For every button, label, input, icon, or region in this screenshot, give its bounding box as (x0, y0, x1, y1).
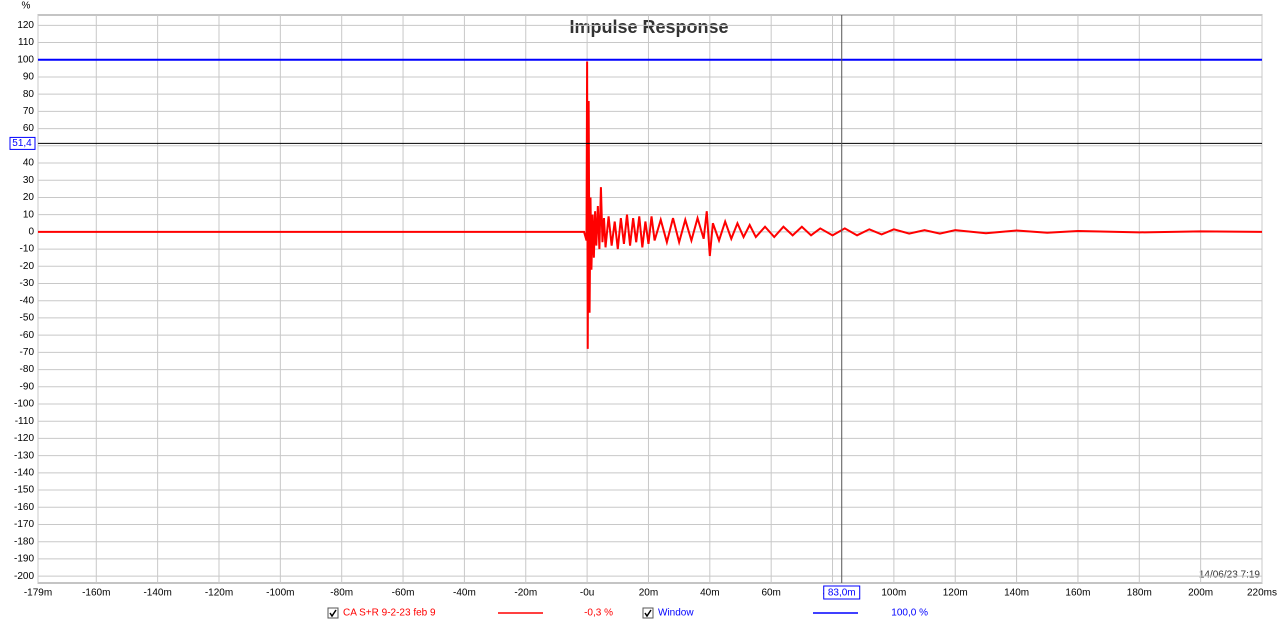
x-tick-label: -20m (514, 588, 537, 599)
x-tick-label: -160m (82, 588, 110, 599)
y-tick-label: 30 (23, 175, 35, 186)
cursor-y-box (9, 136, 36, 150)
plot-area (37, 14, 1263, 584)
timestamp: 14/06/23 7:19 (1199, 570, 1261, 581)
x-tick-label: 220ms (1247, 588, 1277, 599)
y-tick-label: -170 (14, 519, 34, 530)
y-tick-label: -30 (20, 278, 35, 289)
x-tick-label: 60m (761, 588, 780, 599)
y-tick-label: 60 (23, 123, 35, 134)
x-tick-label: -140m (143, 588, 171, 599)
x-tick-label: -179m (24, 588, 52, 599)
legend-readout: 100,0 % (891, 608, 928, 619)
y-tick-label: -180 (14, 536, 34, 547)
legend-checkbox[interactable] (327, 607, 339, 619)
series-line (38, 61, 1263, 349)
legend-label: CA S+R 9-2-23 feb 9 (343, 608, 436, 619)
x-tick-label: -0u (580, 588, 594, 599)
legend-checkbox[interactable] (642, 607, 654, 619)
y-tick-label: -150 (14, 485, 34, 496)
y-tick-label: 10 (23, 209, 35, 220)
y-tick-label: -160 (14, 502, 34, 513)
x-tick-label: 200m (1188, 588, 1213, 599)
x-tick-label: -120m (205, 588, 233, 599)
legend-check[interactable] (644, 609, 652, 618)
y-tick-label: 20 (23, 192, 35, 203)
legend-check[interactable] (329, 609, 337, 618)
x-tick-label: -60m (392, 588, 415, 599)
x-tick-label: -80m (330, 588, 353, 599)
y-tick-label: 0 (28, 227, 34, 238)
cursor-x-label: 83,0m (828, 588, 856, 599)
y-tick-label: 70 (23, 106, 35, 117)
y-unit: % (22, 1, 31, 12)
y-tick-label: -10 (20, 244, 35, 255)
x-tick-label: 40m (700, 588, 719, 599)
y-tick-label: 90 (23, 72, 35, 83)
y-tick-label: 120 (17, 20, 34, 31)
legend-label: Window (658, 608, 694, 619)
y-tick-label: -60 (20, 330, 35, 341)
y-tick-label: 40 (23, 158, 35, 169)
y-tick-label: -40 (20, 295, 35, 306)
y-tick-label: 80 (23, 89, 35, 100)
y-tick-label: 100 (17, 54, 34, 65)
x-tick-label: 20m (639, 588, 658, 599)
x-tick-label: 100m (881, 588, 906, 599)
x-tick-label: 160m (1065, 588, 1090, 599)
y-tick-label: -130 (14, 450, 34, 461)
x-tick-label: 180m (1127, 588, 1152, 599)
x-tick-label: 120m (943, 588, 968, 599)
y-tick-label: 110 (18, 37, 34, 48)
x-tick-label: -40m (453, 588, 476, 599)
y-tick-label: -90 (20, 381, 35, 392)
x-tick-label: 140m (1004, 588, 1029, 599)
legend-readout: -0,3 % (584, 608, 613, 619)
y-tick-label: -70 (20, 347, 35, 358)
y-tick-label: -120 (14, 433, 34, 444)
cursor-x-box (823, 585, 861, 600)
y-tick-label: -140 (14, 467, 34, 478)
y-tick-label: -80 (20, 364, 35, 375)
y-tick-label: -20 (20, 261, 35, 272)
y-tick-label: -110 (15, 416, 35, 427)
y-tick-label: -200 (14, 571, 34, 582)
y-tick-label: -100 (14, 399, 34, 410)
y-tick-label: -50 (20, 313, 35, 324)
y-tick-label: -190 (14, 554, 34, 565)
x-tick-label: -100m (266, 588, 294, 599)
chart-title: Impulse Response (569, 17, 728, 37)
cursor-y-label: 51,4 (12, 138, 32, 149)
